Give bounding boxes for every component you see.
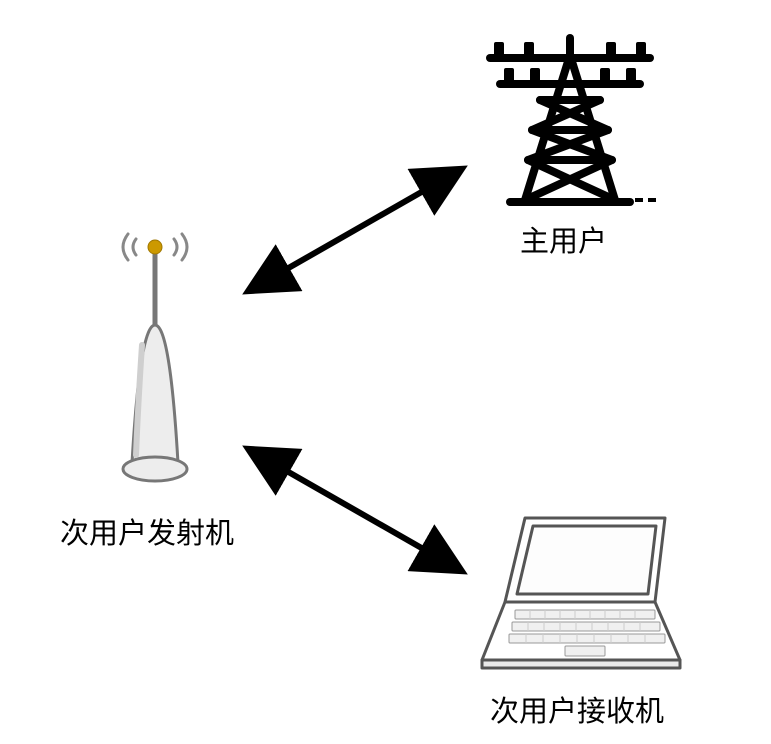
secondary-tx-label: 次用户发射机: [60, 510, 234, 552]
primary-user-tower-icon: [470, 20, 670, 210]
arrow-tx-to-primary: [250, 170, 460, 290]
primary-user-label: 主用户: [520, 218, 607, 260]
secondary-rx-label: 次用户接收机: [490, 688, 664, 730]
arrow-tx-to-rx: [250, 450, 460, 570]
secondary-rx-laptop-icon: [470, 510, 690, 670]
secondary-tx-antenna-icon: [90, 225, 220, 495]
